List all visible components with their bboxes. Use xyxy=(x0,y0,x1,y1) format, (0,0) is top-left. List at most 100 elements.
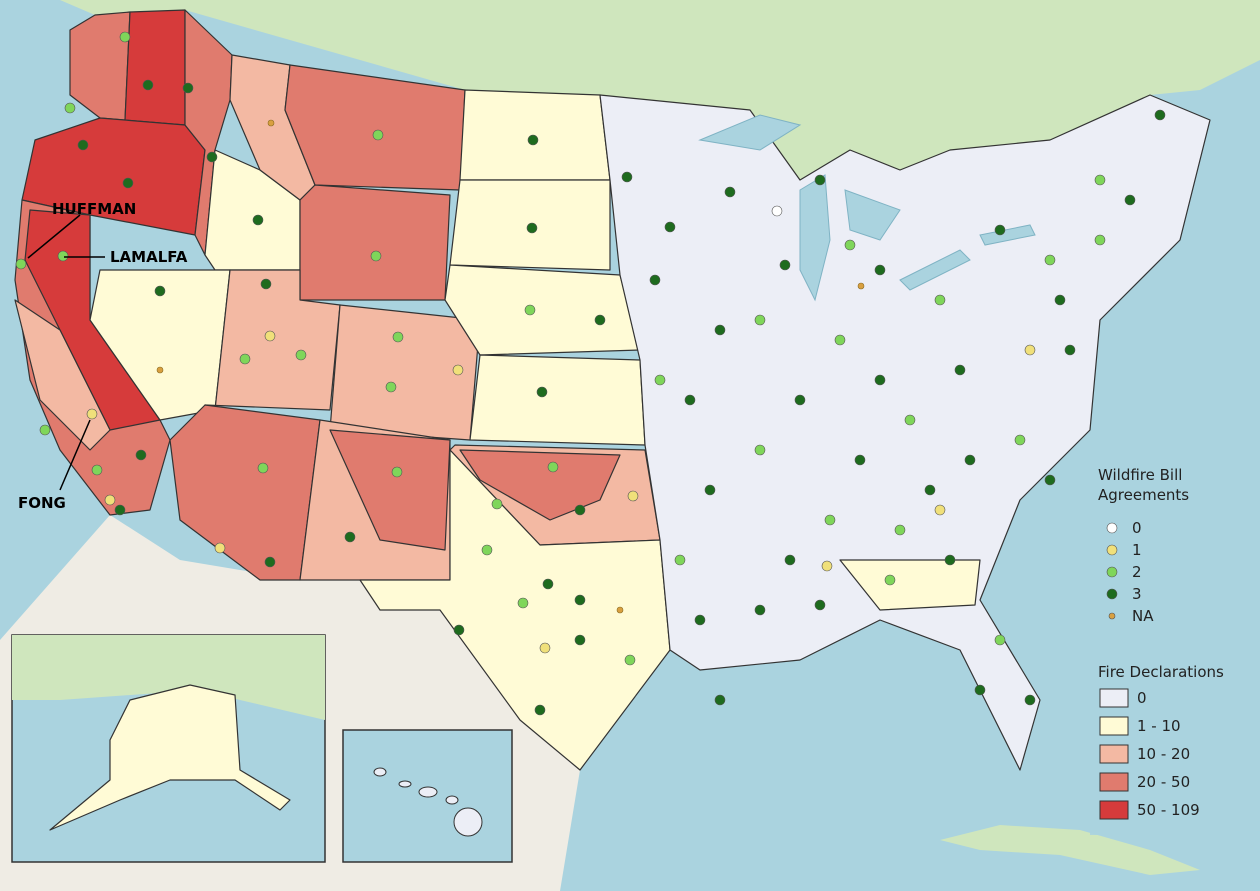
great-lakes xyxy=(698,114,1036,302)
district-dot xyxy=(453,624,465,636)
district-dot xyxy=(664,221,676,233)
district-dot xyxy=(704,484,716,496)
district-dot xyxy=(114,504,126,516)
district-dot xyxy=(854,454,866,466)
annotation: LAMALFA xyxy=(110,248,188,266)
district-dot xyxy=(621,171,633,183)
district-dot xyxy=(370,250,382,262)
district-dot xyxy=(874,374,886,386)
lake xyxy=(698,114,802,151)
district-dot xyxy=(814,599,826,611)
district-dot xyxy=(754,604,766,616)
district-dot xyxy=(844,239,856,251)
district-dot xyxy=(182,82,194,94)
district-dot xyxy=(1044,254,1056,266)
district-dot xyxy=(252,214,264,226)
district-dot xyxy=(1024,344,1036,356)
district-dot xyxy=(994,634,1006,646)
district-dot xyxy=(64,102,76,114)
district-dot xyxy=(1124,194,1136,206)
district-dot xyxy=(944,554,956,566)
lake xyxy=(844,189,901,241)
district-dot xyxy=(491,498,503,510)
alaska xyxy=(49,684,291,831)
region xyxy=(284,64,466,191)
district-dot xyxy=(77,139,89,151)
leaders xyxy=(27,214,105,491)
district-dot xyxy=(534,704,546,716)
legend-label: 20 - 50 xyxy=(1137,773,1190,791)
district-dot xyxy=(260,278,272,290)
district-dot xyxy=(517,597,529,609)
district-dot xyxy=(616,606,624,614)
district-dot xyxy=(994,224,1006,236)
region xyxy=(459,89,611,181)
canada xyxy=(0,0,1260,180)
district-dot xyxy=(392,331,404,343)
district-dot xyxy=(714,694,726,706)
district-dot xyxy=(1054,294,1066,306)
district-dot xyxy=(1044,474,1056,486)
legend-label: 0 xyxy=(1132,519,1142,537)
legend-swatch xyxy=(1106,588,1118,600)
island xyxy=(398,780,412,788)
legend-swatch xyxy=(1108,612,1116,620)
district-dot xyxy=(824,514,836,526)
district-dot xyxy=(86,408,98,420)
district-dot xyxy=(814,174,826,186)
district-dot xyxy=(154,285,166,297)
island xyxy=(373,767,387,777)
district-dot xyxy=(934,294,946,306)
district-dot xyxy=(684,394,696,406)
inset-land xyxy=(12,635,325,720)
district-dot xyxy=(156,366,164,374)
legend-swatch xyxy=(1106,544,1118,556)
district-dot xyxy=(257,462,269,474)
district-dot xyxy=(574,634,586,646)
district-dot xyxy=(574,594,586,606)
district-dot xyxy=(385,381,397,393)
leader-line xyxy=(27,214,81,259)
annotation: HUFFMAN xyxy=(52,200,136,218)
district-dot xyxy=(884,574,896,586)
legend-label: 0 xyxy=(1137,689,1147,707)
district-dot xyxy=(1094,234,1106,246)
legend-label: 1 - 10 xyxy=(1137,717,1181,735)
island xyxy=(453,807,483,837)
hawaii xyxy=(373,767,483,837)
district-dot xyxy=(295,349,307,361)
district-dot xyxy=(527,134,539,146)
district-dot xyxy=(526,222,538,234)
district-dot xyxy=(714,324,726,336)
region xyxy=(599,94,1211,771)
district-dot xyxy=(214,542,226,554)
district-dot xyxy=(481,544,493,556)
district-dot xyxy=(104,494,116,506)
legend-label: 2 xyxy=(1132,563,1142,581)
district-dot xyxy=(542,578,554,590)
district-dot xyxy=(536,386,548,398)
legend-label: 10 - 20 xyxy=(1137,745,1190,763)
district-dot xyxy=(206,151,218,163)
district-dot xyxy=(754,314,766,326)
district-dot xyxy=(1154,109,1166,121)
legend-swatch xyxy=(1099,800,1129,820)
district-dot xyxy=(649,274,661,286)
district-dot xyxy=(122,177,134,189)
district-dot xyxy=(547,461,559,473)
district-dot xyxy=(594,314,606,326)
district-dot xyxy=(574,504,586,516)
district-dot xyxy=(974,684,986,696)
region xyxy=(839,559,981,611)
legend-swatch xyxy=(1099,772,1129,792)
district-dot xyxy=(1064,344,1076,356)
district-dot xyxy=(627,490,639,502)
district-dot xyxy=(779,259,791,271)
district-dot xyxy=(771,205,783,217)
district-dot xyxy=(91,464,103,476)
district-dot xyxy=(264,330,276,342)
district-dot xyxy=(344,531,356,543)
district-dot xyxy=(784,554,796,566)
district-dot xyxy=(874,264,886,276)
